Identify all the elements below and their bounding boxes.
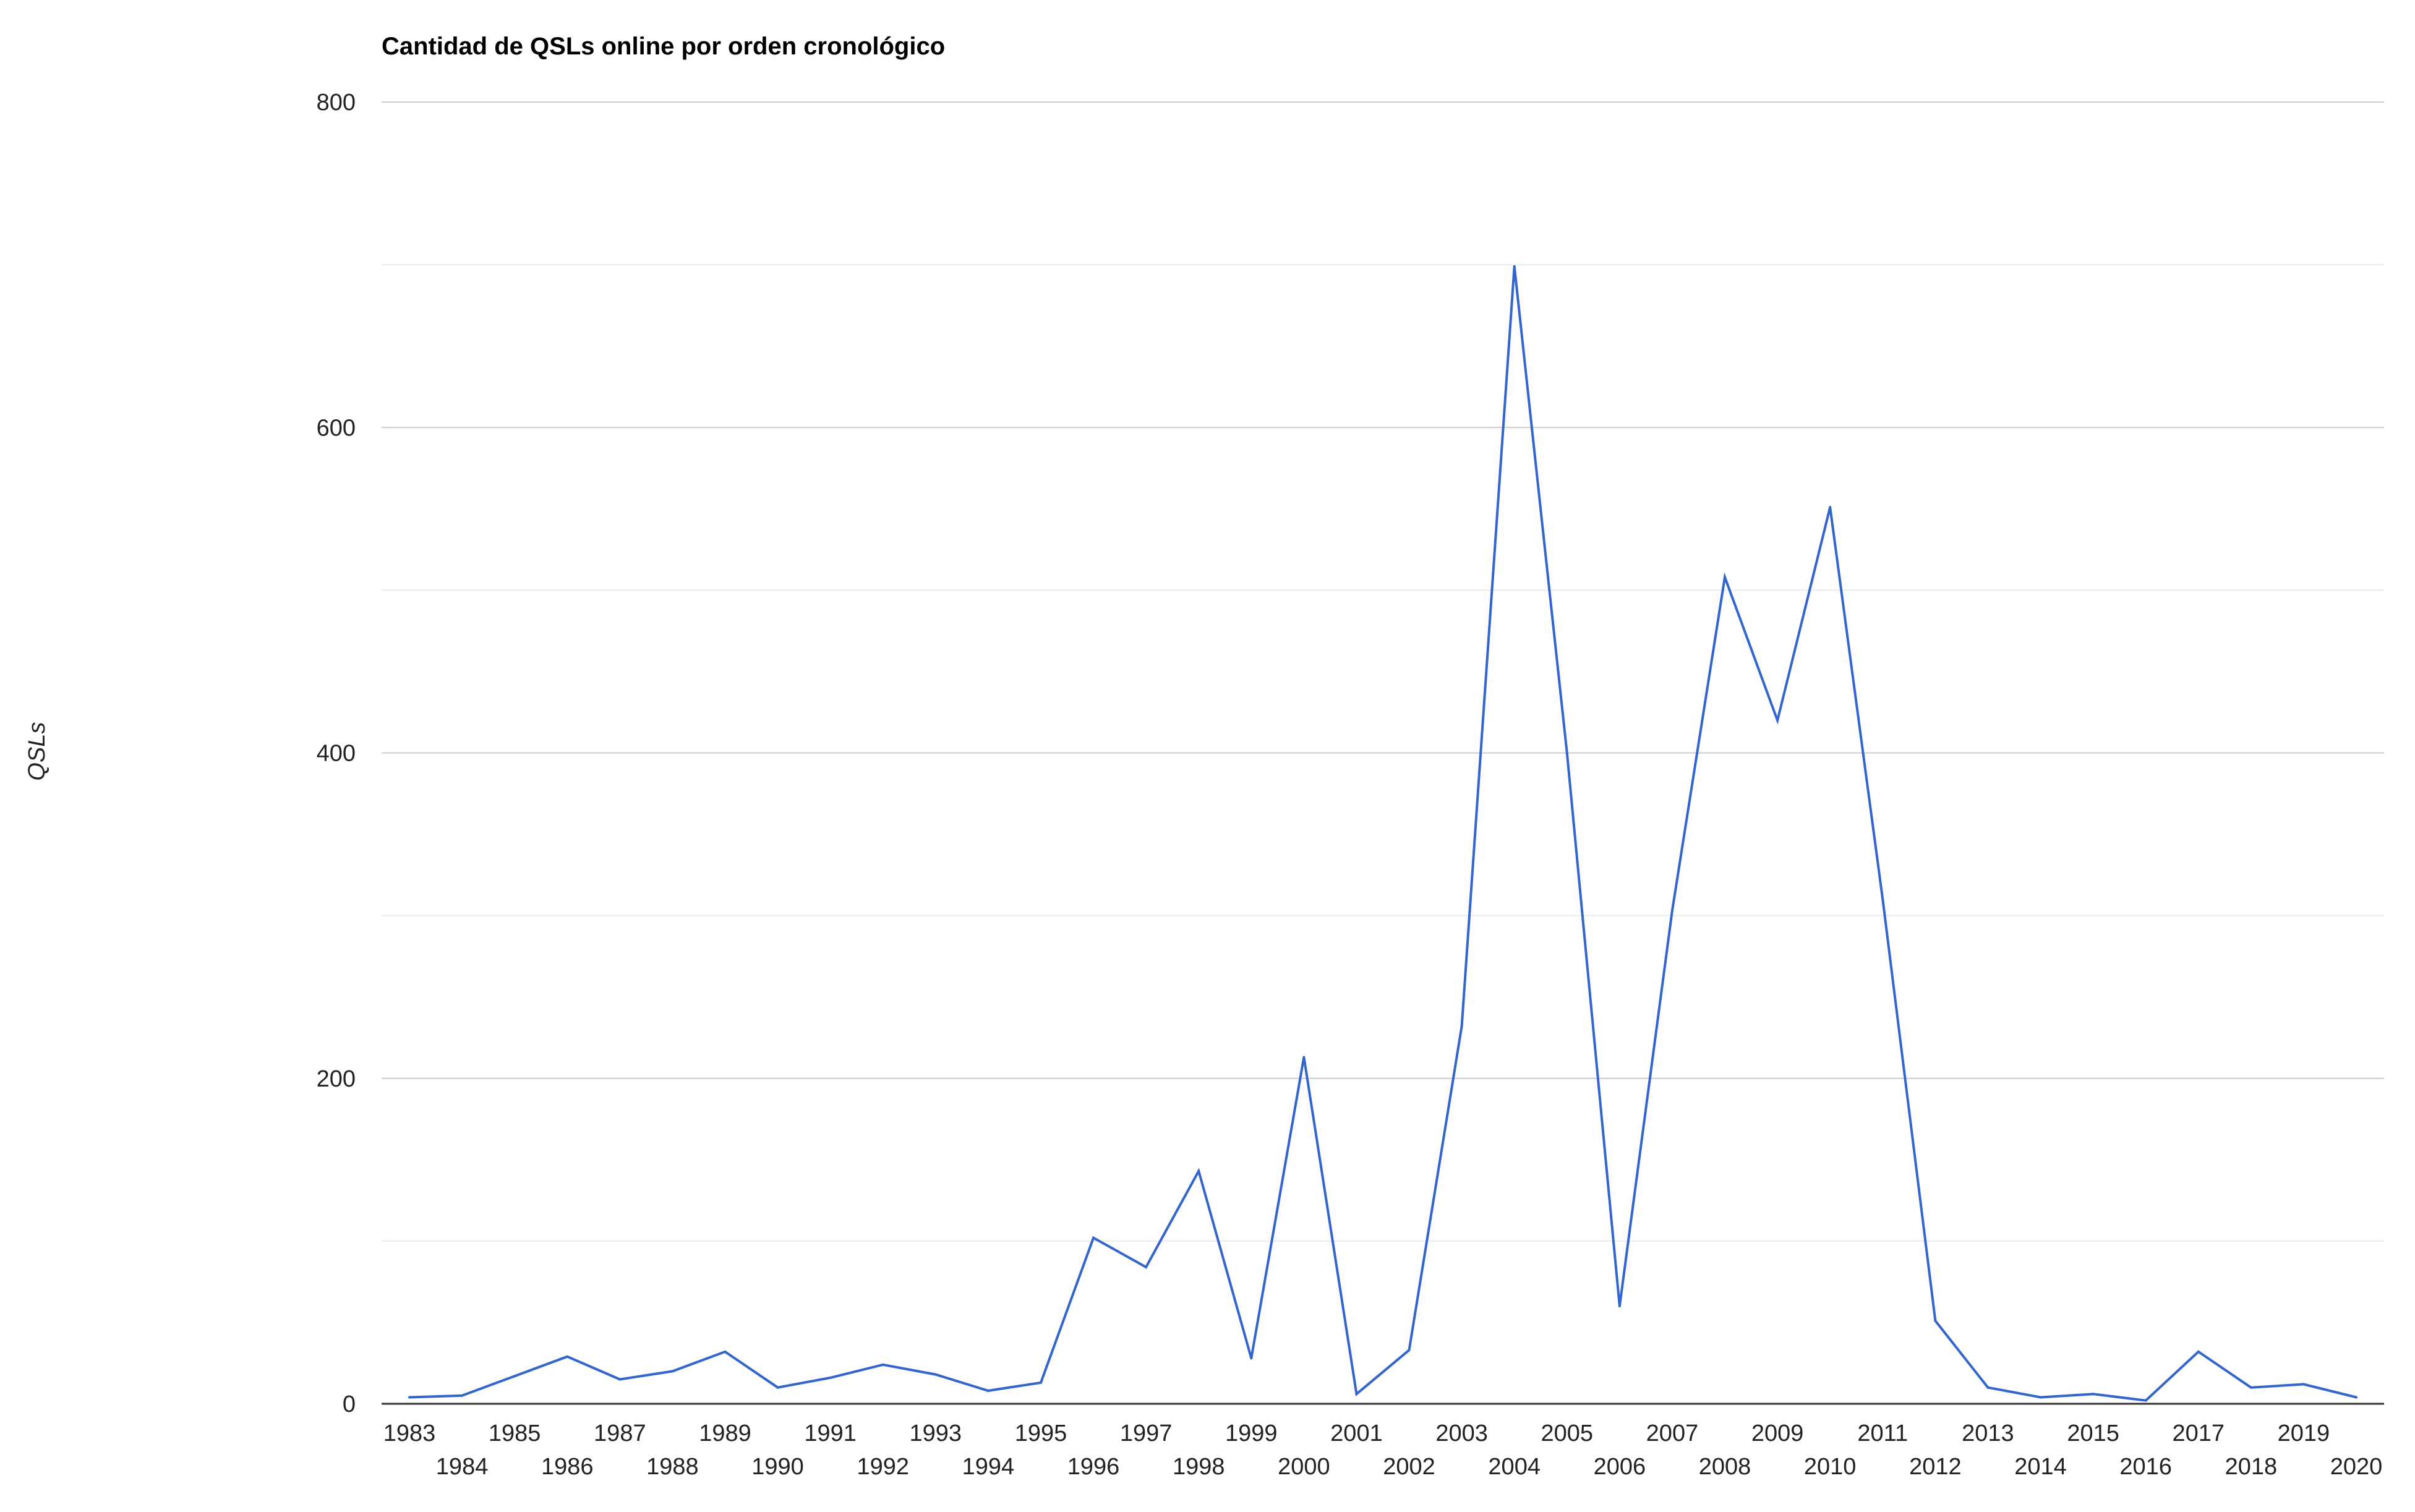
x-tick-label: 1986 xyxy=(541,1454,594,1480)
data-point xyxy=(2302,1383,2305,1386)
data-point xyxy=(1408,1349,1411,1352)
data-point xyxy=(1670,909,1673,912)
data-point xyxy=(1565,751,1568,754)
y-tick-label: 0 xyxy=(343,1391,356,1417)
data-point xyxy=(2197,1350,2200,1353)
x-tick-label: 2001 xyxy=(1330,1420,1383,1446)
x-tick-label: 2003 xyxy=(1435,1420,1488,1446)
data-point xyxy=(1776,719,1779,722)
x-tick-label: 1988 xyxy=(646,1454,699,1480)
data-point xyxy=(671,1370,674,1373)
series-layer xyxy=(408,265,2357,1402)
y-tick-label: 800 xyxy=(317,90,356,116)
x-tick-label: 2012 xyxy=(1909,1454,1962,1480)
x-tick-label: 2002 xyxy=(1383,1454,1435,1480)
data-point xyxy=(1881,898,1884,901)
data-point xyxy=(934,1373,937,1376)
x-tick-label: 2007 xyxy=(1646,1420,1699,1446)
series-line xyxy=(409,266,2357,1402)
x-tick-label: 1994 xyxy=(962,1454,1015,1480)
data-point xyxy=(513,1375,516,1378)
x-tick-label: 2009 xyxy=(1751,1420,1804,1446)
x-tick-label: 2020 xyxy=(2330,1454,2383,1480)
data-point xyxy=(408,1396,411,1399)
x-tick-label: 1989 xyxy=(699,1420,751,1446)
x-tick-label: 2014 xyxy=(2014,1454,2067,1480)
x-tick-label: 2013 xyxy=(1962,1420,2014,1446)
x-tick-label: 2015 xyxy=(2067,1420,2119,1446)
data-point xyxy=(2355,1396,2357,1399)
data-point xyxy=(881,1363,884,1366)
x-tick-label: 2006 xyxy=(1594,1454,1646,1480)
x-tick-label: 1999 xyxy=(1225,1420,1278,1446)
x-tick-label: 2011 xyxy=(1857,1420,1908,1446)
data-point xyxy=(1197,1169,1200,1172)
data-point xyxy=(1092,1236,1095,1239)
data-point xyxy=(1250,1357,1253,1360)
x-tick-label: 1998 xyxy=(1173,1454,1225,1480)
data-point xyxy=(618,1378,622,1381)
x-tick-label: 1996 xyxy=(1067,1454,1120,1480)
x-tick-label: 1991 xyxy=(804,1420,857,1446)
data-point xyxy=(1355,1393,1358,1396)
x-tick-label: 2018 xyxy=(2225,1454,2278,1480)
x-tick-label: 1985 xyxy=(489,1420,541,1446)
x-tick-label: 2016 xyxy=(2119,1454,2172,1480)
x-tick-label: 1995 xyxy=(1015,1420,1067,1446)
data-point xyxy=(2144,1399,2147,1402)
x-tick-label: 1992 xyxy=(857,1454,909,1480)
x-tick-label: 1984 xyxy=(436,1454,489,1480)
data-point xyxy=(1934,1319,1937,1322)
x-tick-label: 2010 xyxy=(1804,1454,1857,1480)
data-point xyxy=(776,1386,779,1389)
data-point xyxy=(1145,1265,1148,1268)
data-point xyxy=(1724,576,1727,579)
grid xyxy=(382,101,2384,1242)
data-point xyxy=(829,1376,832,1379)
x-tick-label: 2005 xyxy=(1541,1420,1594,1446)
y-tick-label: 400 xyxy=(317,741,356,767)
x-tick-label: 1993 xyxy=(910,1420,962,1446)
x-tick-label: 2008 xyxy=(1699,1454,1751,1480)
data-point xyxy=(1302,1056,1306,1059)
x-tick-label: 2000 xyxy=(1278,1454,1330,1480)
data-point xyxy=(2092,1393,2095,1396)
x-tick-label: 1983 xyxy=(383,1420,436,1446)
chart-title: Cantidad de QSLs online por orden cronol… xyxy=(382,33,945,60)
data-point xyxy=(1513,265,1516,268)
x-tick-label: 2017 xyxy=(2172,1420,2225,1446)
x-tick-label: 2019 xyxy=(2278,1420,2330,1446)
y-tick-label: 600 xyxy=(317,415,356,441)
y-tick-label: 200 xyxy=(317,1066,356,1092)
data-point xyxy=(1460,1025,1463,1028)
text-layer: Cantidad de QSLs online por orden cronol… xyxy=(24,33,2382,1480)
data-point xyxy=(566,1355,569,1358)
data-point xyxy=(1618,1305,1621,1308)
y-axis-label: QSLs xyxy=(24,722,50,780)
data-point xyxy=(2039,1396,2042,1399)
data-point xyxy=(724,1350,727,1353)
data-point xyxy=(1039,1381,1042,1384)
x-tick-label: 1997 xyxy=(1120,1420,1173,1446)
data-point xyxy=(461,1394,464,1397)
x-tick-label: 2004 xyxy=(1488,1454,1541,1480)
data-point xyxy=(1986,1386,1990,1389)
x-tick-label: 1987 xyxy=(594,1420,646,1446)
data-point xyxy=(2249,1386,2252,1389)
x-tick-label: 1990 xyxy=(751,1454,804,1480)
data-point xyxy=(1829,506,1832,509)
data-point xyxy=(986,1389,990,1392)
